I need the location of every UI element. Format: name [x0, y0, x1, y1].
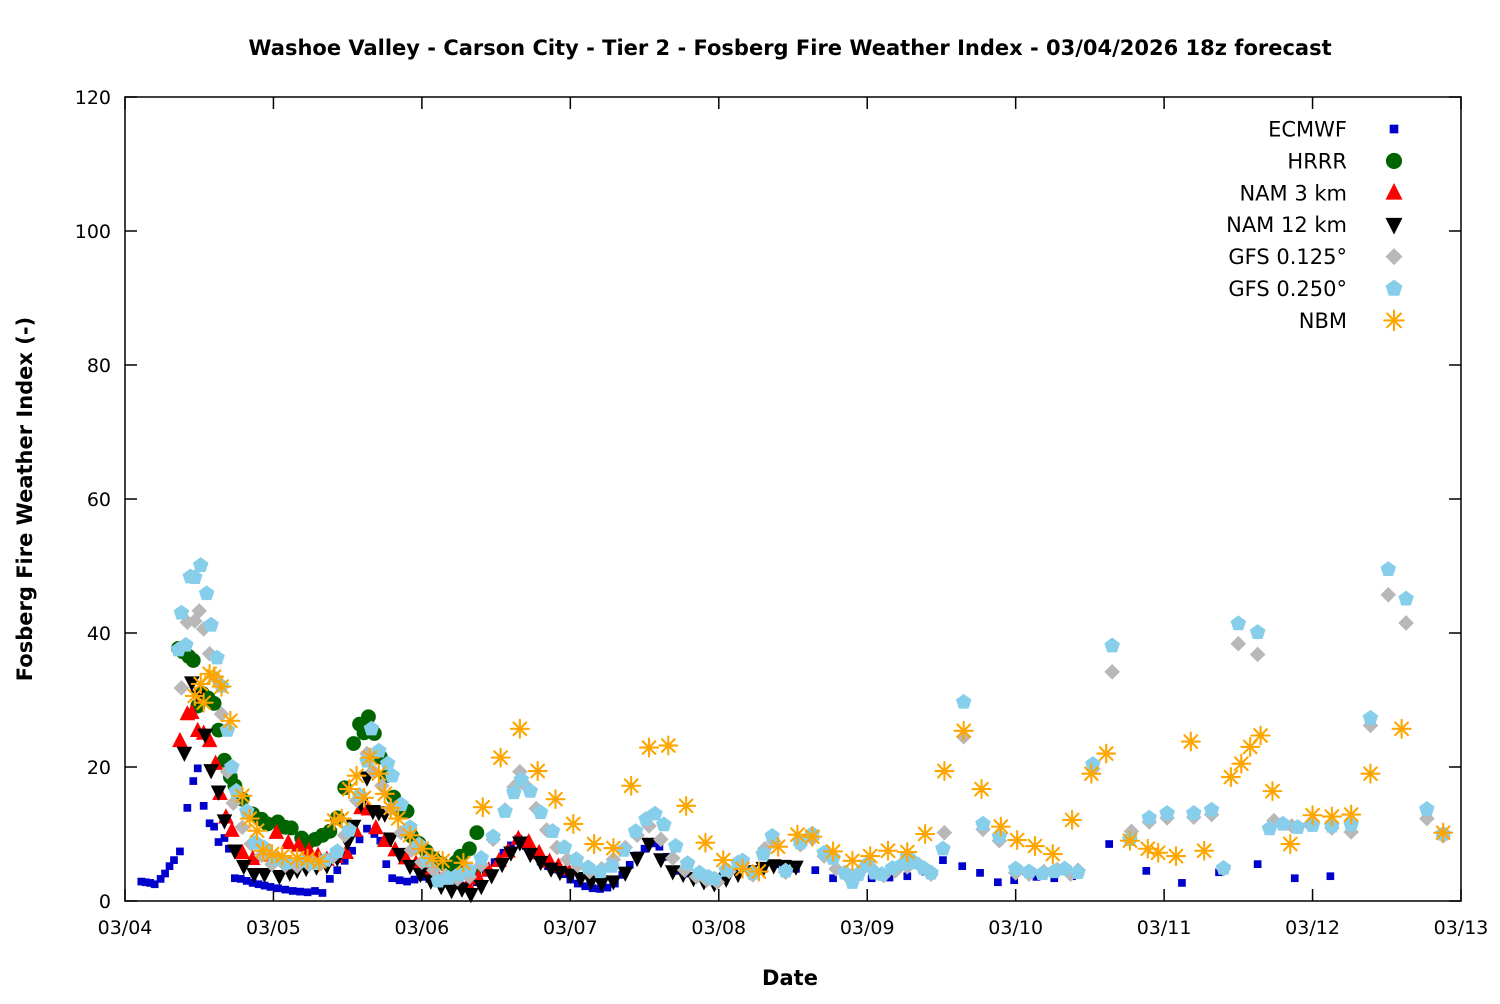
series-nbm — [184, 663, 1454, 882]
legend-item-nam-3-km: NAM 3 km — [1239, 181, 1403, 205]
x-tick-label-03-10: 03/10 — [988, 917, 1043, 939]
legend-marker-gfs-0-250-icon — [1385, 279, 1403, 296]
legend-item-nam-12-km: NAM 12 km — [1226, 213, 1403, 237]
legend-item-ecmwf: ECMWF — [1268, 118, 1399, 142]
legend-item-nbm: NBM — [1299, 309, 1405, 333]
y-tick-label-0: 0 — [99, 891, 111, 913]
legend-marker-nbm-icon — [1383, 309, 1405, 332]
legend-label-gfs-0-250: GFS 0.250° — [1228, 277, 1347, 301]
y-tick-label-20: 20 — [87, 757, 111, 779]
axis-ticks — [124, 96, 1462, 902]
y-axis-label: Fosberg Fire Weather Index (-) — [13, 317, 37, 681]
x-tick-label-03-07: 03/07 — [543, 917, 598, 939]
legend-marker-nam-3-km-icon — [1385, 183, 1403, 200]
legend-label-hrrr: HRRR — [1287, 149, 1347, 173]
legend-item-gfs-0-125: GFS 0.125° — [1228, 245, 1403, 269]
axis-tick-labels: 03/04 03/05 03/06 03/07 03/08 03/09 03/10 03/11… — [75, 87, 1489, 939]
legend-marker-ecmwf-icon — [1389, 124, 1399, 134]
chart-title: Washoe Valley - Carson City - Tier 2 - F… — [248, 36, 1331, 60]
x-tick-label-03-06: 03/06 — [395, 917, 450, 939]
y-tick-label-40: 40 — [87, 623, 111, 645]
x-tick-label-03-05: 03/05 — [246, 917, 301, 939]
legend-marker-gfs-0-125-icon — [1385, 248, 1403, 266]
legend-label-ecmwf: ECMWF — [1268, 118, 1347, 142]
x-tick-label-03-08: 03/08 — [691, 917, 746, 939]
y-tick-label-60: 60 — [87, 489, 111, 511]
y-tick-label-80: 80 — [87, 355, 111, 377]
legend-item-hrrr: HRRR — [1287, 149, 1403, 173]
legend: ECMWF HRRR NAM 3 km NAM 12 km GFS 0.125° GFS … — [1226, 118, 1405, 333]
legend-marker-nam-12-km-icon — [1385, 217, 1403, 235]
x-tick-label-03-09: 03/09 — [840, 917, 895, 939]
legend-label-nam-12-km: NAM 12 km — [1226, 213, 1347, 237]
y-tick-label-120: 120 — [75, 87, 111, 109]
data-points-layer — [137, 557, 1454, 904]
x-tick-label-03-12: 03/12 — [1285, 917, 1340, 939]
legend-label-gfs-0-125: GFS 0.125° — [1228, 245, 1347, 269]
x-axis-label: Date — [762, 966, 818, 990]
x-tick-label-03-04: 03/04 — [98, 917, 153, 939]
legend-label-nam-3-km: NAM 3 km — [1239, 181, 1347, 205]
legend-label-nbm: NBM — [1299, 309, 1347, 333]
y-tick-label-100: 100 — [75, 221, 111, 243]
legend-marker-hrrr-icon — [1385, 152, 1403, 169]
legend-item-gfs-0-250: GFS 0.250° — [1228, 277, 1403, 301]
x-tick-label-03-13: 03/13 — [1434, 917, 1489, 939]
x-tick-label-03-11: 03/11 — [1137, 917, 1192, 939]
